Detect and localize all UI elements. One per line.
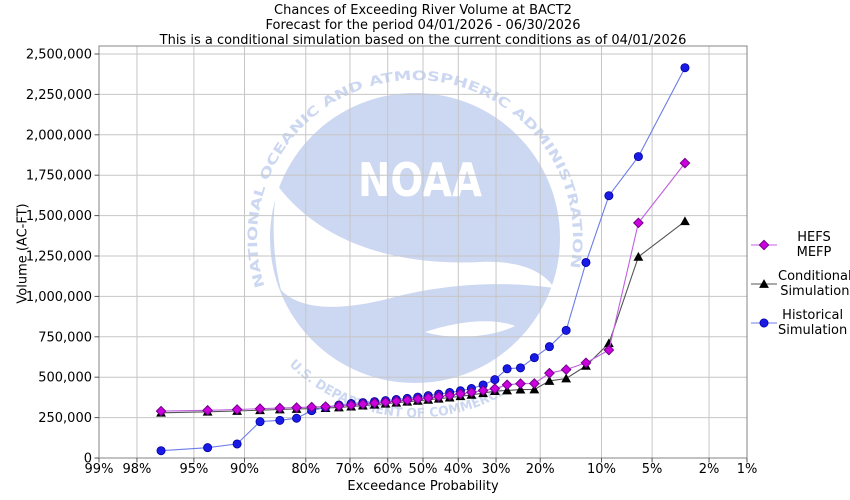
- svg-text:30%: 30%: [482, 462, 511, 477]
- axis-ticks: [94, 53, 748, 463]
- legend-marker-triangle-icon: [751, 279, 777, 288]
- svg-text:1%: 1%: [737, 462, 758, 477]
- x-axis-title: Exceedance Probability: [347, 479, 499, 494]
- svg-text:0: 0: [84, 452, 92, 467]
- legend-label-line: Conditional: [778, 269, 850, 284]
- legend-label: Historical Simulation: [778, 308, 847, 338]
- noaa-swoosh-icon: [273, 185, 554, 307]
- chart-subtitle: Forecast for the period 04/01/2026 - 06/…: [265, 18, 581, 33]
- legend: HEFS MEFP Conditional Simulation Historical…: [750, 230, 850, 347]
- svg-text:5%: 5%: [642, 462, 663, 477]
- svg-text:98%: 98%: [123, 462, 152, 477]
- svg-text:1,000,000: 1,000,000: [26, 290, 92, 305]
- series-hefs-mefp: [155, 157, 691, 417]
- legend-label: HEFS MEFP: [778, 230, 850, 260]
- svg-text:500,000: 500,000: [38, 371, 92, 386]
- svg-text:80%: 80%: [291, 462, 320, 477]
- svg-text:1,750,000: 1,750,000: [26, 169, 92, 184]
- legend-label: Conditional Simulation: [778, 269, 850, 299]
- legend-label-line: Historical: [782, 308, 844, 323]
- svg-text:2,000,000: 2,000,000: [26, 128, 92, 143]
- legend-item-historical-simulation: Historical Simulation: [750, 308, 850, 338]
- chart-note: This is a conditional simulation based o…: [159, 33, 687, 48]
- svg-text:250,000: 250,000: [38, 411, 92, 426]
- legend-marker-circle-icon: [751, 318, 777, 328]
- svg-text:1,250,000: 1,250,000: [26, 250, 92, 265]
- legend-label-line: Simulation: [780, 284, 850, 299]
- svg-text:90%: 90%: [230, 462, 259, 477]
- svg-text:70%: 70%: [336, 462, 365, 477]
- svg-text:1,500,000: 1,500,000: [26, 209, 92, 224]
- svg-text:20%: 20%: [526, 462, 555, 477]
- y-axis-title: Volume (AC-FT): [15, 203, 31, 304]
- legend-marker-diamond-icon: [751, 239, 777, 251]
- svg-text:95%: 95%: [179, 462, 208, 477]
- legend-label-line: HEFS MEFP: [796, 230, 832, 260]
- svg-text:99%: 99%: [85, 462, 114, 477]
- svg-text:60%: 60%: [373, 462, 402, 477]
- legend-item-conditional-simulation: Conditional Simulation: [750, 269, 850, 299]
- svg-text:40%: 40%: [444, 462, 473, 477]
- svg-text:2,500,000: 2,500,000: [26, 48, 92, 63]
- svg-text:10%: 10%: [587, 462, 616, 477]
- legend-item-hefs-mefp: HEFS MEFP: [750, 230, 850, 260]
- svg-text:2%: 2%: [699, 462, 720, 477]
- chart-titles: Chances of Exceeding River Volume at BAC…: [0, 3, 846, 48]
- svg-text:750,000: 750,000: [38, 330, 92, 345]
- svg-text:2,250,000: 2,250,000: [26, 88, 92, 103]
- x-tick-labels: 99% 98% 95% 90% 80% 70% 60% 50% 40% 30% 20% 10% 5% 2%…: [85, 462, 758, 477]
- noaa-center-text: NOAA: [358, 153, 482, 207]
- svg-text:50%: 50%: [409, 462, 438, 477]
- chart-title: Chances of Exceeding River Volume at BAC…: [274, 3, 572, 18]
- y-tick-labels: 0 250,000 500,000 750,000 1,000,000 1,250,000…: [26, 48, 92, 467]
- legend-label-line: Simulation: [778, 323, 848, 338]
